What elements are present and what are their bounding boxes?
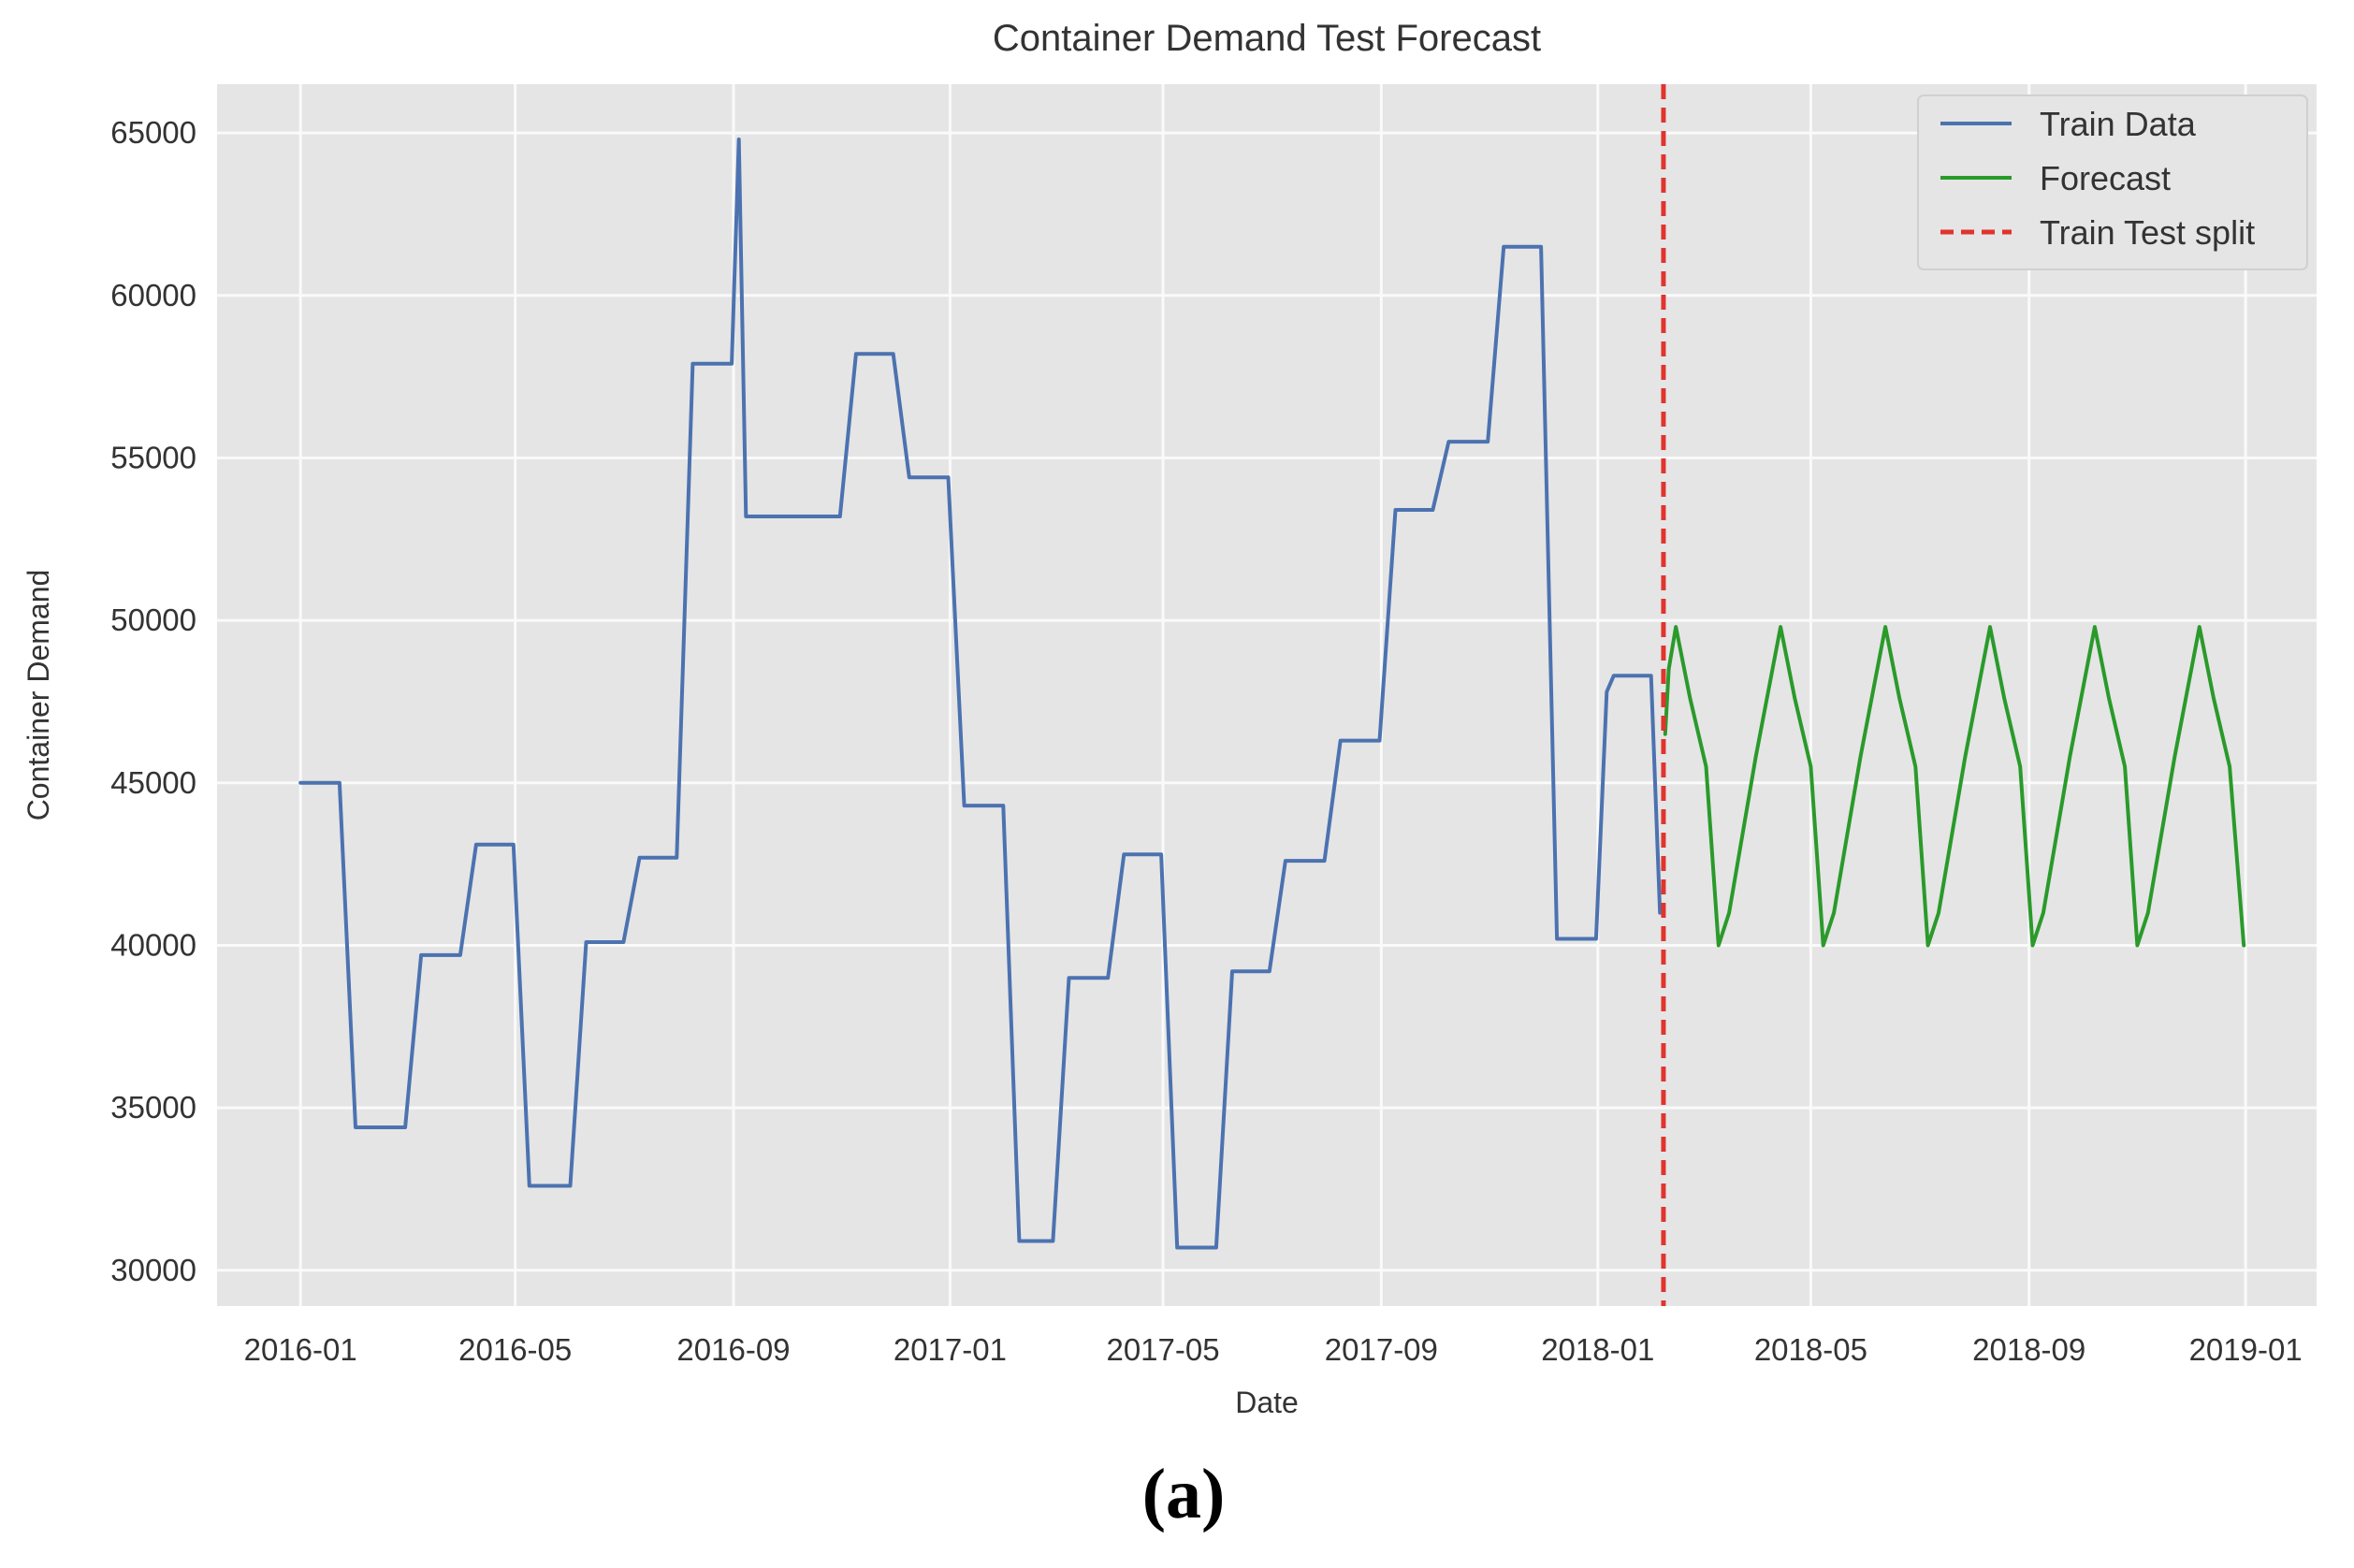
legend: Train Data Forecast Train Test split <box>1917 94 2308 270</box>
y-axis-tick-labels: 30000 35000 40000 45000 50000 55000 60000 65000 <box>110 115 196 1287</box>
series-lines <box>298 138 2246 1250</box>
chart-title: Container Demand Test Forecast <box>993 18 1541 59</box>
y-tick-label-45000: 45000 <box>110 765 196 800</box>
gridlines <box>217 84 2317 1306</box>
series-line-train-data <box>298 138 1663 1250</box>
y-tick-label-35000: 35000 <box>110 1090 196 1125</box>
y-tick-label-65000: 65000 <box>110 115 196 150</box>
y-tick-label-50000: 50000 <box>110 603 196 637</box>
x-tick-label-2018-05: 2018-05 <box>1754 1332 1867 1367</box>
figure-caption: (a) <box>1142 1455 1226 1533</box>
series-line-forecast <box>1663 625 2246 948</box>
x-tick-label-2016-05: 2016-05 <box>458 1332 572 1367</box>
x-tick-label-2016-01: 2016-01 <box>244 1332 357 1367</box>
plot-area <box>217 84 2317 1306</box>
x-tick-label-2017-05: 2017-05 <box>1106 1332 1219 1367</box>
legend-label-train-test-split: Train Test split <box>2040 213 2255 252</box>
x-tick-label-2019-01: 2019-01 <box>2189 1332 2303 1367</box>
y-tick-label-60000: 60000 <box>110 278 196 312</box>
x-tick-label-2017-09: 2017-09 <box>1325 1332 1438 1367</box>
y-tick-label-40000: 40000 <box>110 927 196 962</box>
legend-label-forecast: Forecast <box>2040 159 2171 197</box>
x-axis-label: Date <box>1235 1386 1299 1419</box>
x-tick-label-2018-01: 2018-01 <box>1541 1332 1654 1367</box>
legend-box <box>1917 94 2308 270</box>
x-tick-label-2017-01: 2017-01 <box>894 1332 1007 1367</box>
y-tick-label-55000: 55000 <box>110 440 196 474</box>
y-tick-label-30000: 30000 <box>110 1253 196 1287</box>
y-axis-label: Container Demand <box>22 570 55 821</box>
legend-label-train-data: Train Data <box>2040 105 2197 143</box>
x-axis-tick-labels: 2016-01 2016-05 2016-09 2017-01 2017-05 2017-… <box>244 1332 2303 1367</box>
x-tick-label-2016-09: 2016-09 <box>676 1332 790 1367</box>
x-tick-label-2018-09: 2018-09 <box>1972 1332 2085 1367</box>
